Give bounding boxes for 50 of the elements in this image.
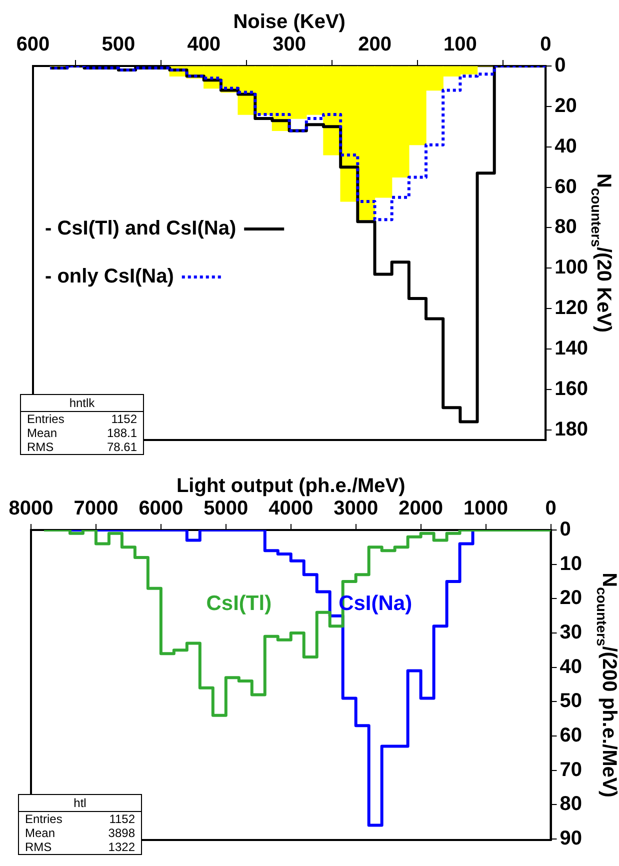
y-tick-label: 60: [560, 724, 582, 746]
y-tick-label: 90: [560, 827, 582, 850]
x-tick-label: 0: [540, 34, 552, 56]
series-label: CsI(Tl): [206, 592, 272, 616]
legend-label: - only CsI(Na): [45, 266, 174, 288]
y-tick-label: 80: [560, 793, 582, 816]
x-tick-label: 400: [187, 34, 221, 56]
y-tick-label: 60: [554, 176, 577, 198]
y-tick-label: 20: [560, 587, 582, 610]
y-axis-title: Ncounters/(200 ph.e./MeV): [594, 572, 619, 798]
y-tick-label: 70: [560, 758, 582, 781]
x-tick-label: 5000: [204, 498, 248, 520]
x-axis-title: Light output (ph.e./MeV): [176, 475, 406, 497]
annotation: htl: [19, 795, 141, 812]
y-tick-label: 80: [554, 216, 577, 238]
text: Mean 188.1: [27, 426, 137, 440]
x-tick-label: 300: [272, 34, 306, 56]
annotation: hntlk: [21, 395, 143, 412]
y-tick-label: 160: [554, 378, 588, 400]
x-tick-label: 4000: [268, 498, 314, 520]
text: Entries 1152: [27, 412, 137, 426]
y-tick-label: 30: [560, 622, 582, 644]
x-tick-label: 100: [444, 34, 477, 56]
y-axis-title: Ncounters/(20 KeV): [588, 173, 615, 333]
x-tick-label: 3000: [334, 498, 378, 520]
y-tick-label: 120: [554, 297, 588, 320]
y-tick-label: 50: [560, 690, 582, 712]
x-axis-title: Noise (KeV): [233, 11, 346, 33]
y-tick-label: 40: [554, 135, 577, 158]
x-tick-label: 2000: [398, 498, 444, 520]
y-tick-label: 100: [554, 256, 588, 279]
y-tick-label: 0: [560, 518, 571, 541]
x-tick-label: 1000: [464, 498, 508, 520]
x-tick-label: 200: [358, 34, 392, 56]
legend-label: - CsI(Tl) and CsI(Na): [45, 218, 236, 240]
y-tick-label: 140: [554, 338, 588, 360]
y-tick-label: 40: [560, 656, 582, 678]
x-tick-label: 7000: [74, 498, 118, 520]
x-tick-label: 600: [16, 34, 50, 56]
text: RMS 78.61: [27, 440, 137, 454]
x-tick-label: 500: [102, 34, 136, 56]
text: Entries 1152: [25, 812, 135, 826]
text: Mean 3898: [25, 826, 135, 840]
y-tick-label: 0: [554, 54, 566, 77]
x-tick-label: 8000: [8, 498, 54, 520]
y-tick-label: 20: [554, 94, 577, 117]
text: RMS 1322: [25, 840, 135, 854]
y-tick-label: 10: [560, 552, 582, 575]
x-tick-label: 6000: [138, 498, 184, 520]
y-tick-label: 180: [554, 418, 588, 440]
